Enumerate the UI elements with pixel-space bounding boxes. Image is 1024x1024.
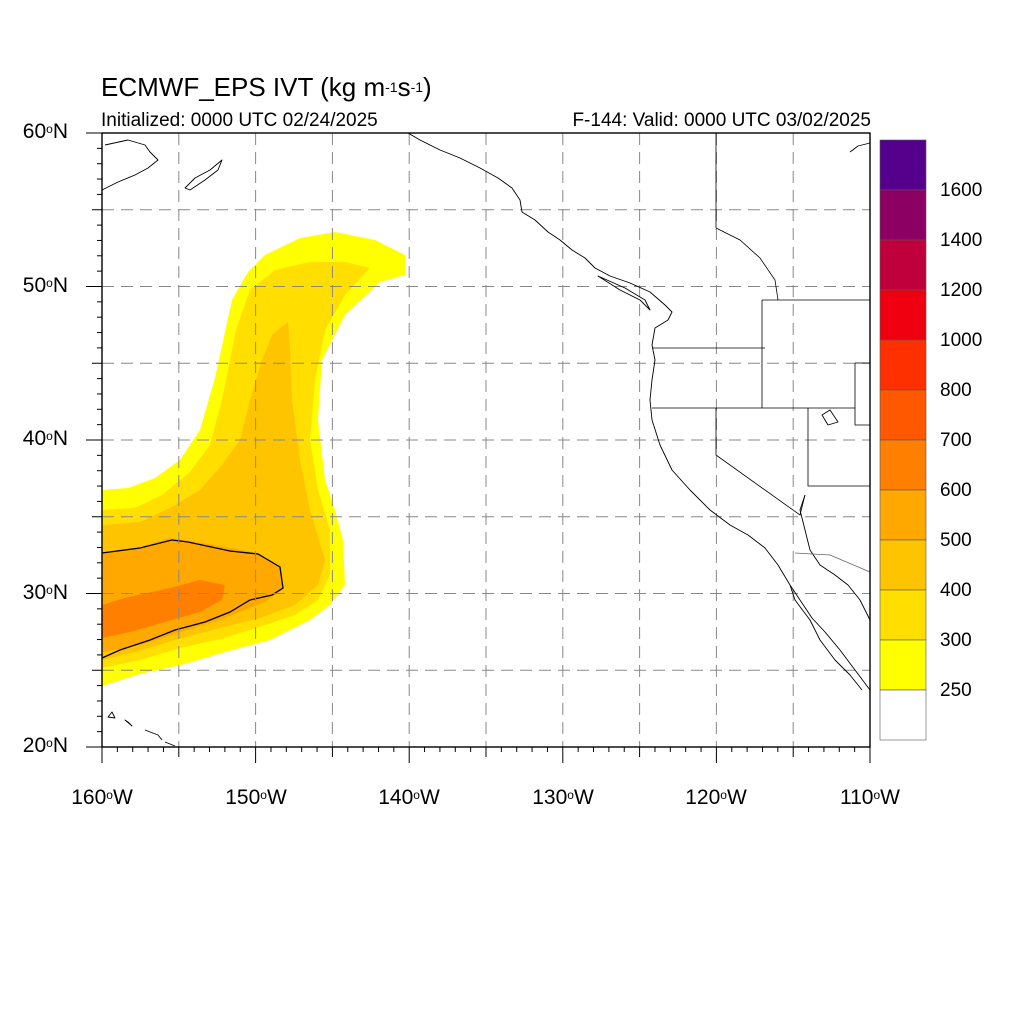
colorbar-box — [879, 289, 927, 341]
colorbar-box — [879, 439, 927, 491]
colorbar-label-400: 400 — [940, 580, 972, 601]
lon-label-130w: 130oW — [532, 786, 594, 809]
colorbar-box — [879, 389, 927, 441]
chart-title: ECMWF_EPS IVT (kg m-1s-1) — [101, 72, 432, 102]
lon-label-140w: 140oW — [378, 786, 440, 809]
lat-label-30: 30oN — [22, 581, 68, 604]
colorbar-box — [879, 639, 927, 691]
colorbar-label-1000: 1000 — [940, 330, 983, 351]
borders — [652, 133, 871, 573]
colorbar-box — [879, 189, 927, 241]
colorbar-box — [879, 239, 927, 291]
lon-label-110w: 110oW — [840, 786, 900, 809]
coastlines — [101, 132, 871, 747]
colorbar-box — [879, 689, 927, 741]
colorbar — [879, 139, 927, 741]
colorbar-box — [879, 339, 927, 391]
lat-label-40: 40oN — [22, 427, 68, 450]
valid-time-label: F-144: Valid: 0000 UTC 03/02/2025 — [572, 110, 871, 131]
colorbar-label-1400: 1400 — [940, 230, 983, 251]
ivt-contour-500 — [102, 539, 284, 659]
colorbar-box — [879, 139, 927, 191]
colorbar-box — [879, 589, 927, 641]
init-time-label: Initialized: 0000 UTC 02/24/2025 — [101, 110, 378, 131]
colorbar-label-500: 500 — [940, 530, 972, 551]
colorbar-label-1200: 1200 — [940, 280, 983, 301]
colorbar-label-800: 800 — [940, 380, 972, 401]
colorbar-label-700: 700 — [940, 430, 972, 451]
lon-label-150w: 150oW — [225, 786, 287, 809]
lon-label-120w: 120oW — [685, 786, 747, 809]
lat-label-60: 60oN — [22, 120, 68, 143]
ivt-shade-600 — [102, 580, 225, 638]
colorbar-label-250: 250 — [940, 680, 972, 701]
lat-label-20: 20oN — [22, 734, 68, 757]
colorbar-box — [879, 539, 927, 591]
lon-label-160w: 160oW — [71, 786, 133, 809]
colorbar-label-300: 300 — [940, 630, 972, 651]
colorbar-label-1600: 1600 — [940, 180, 983, 201]
lat-label-50: 50oN — [22, 274, 68, 297]
colorbar-box — [879, 489, 927, 541]
colorbar-label-600: 600 — [940, 480, 972, 501]
